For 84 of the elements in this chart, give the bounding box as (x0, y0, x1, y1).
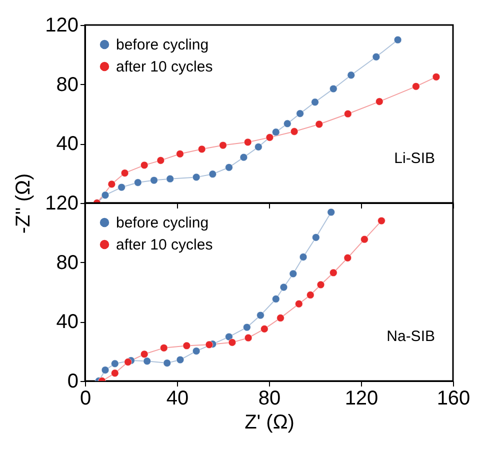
point (327, 208, 335, 216)
legend-label: before cycling (116, 36, 209, 54)
point (134, 178, 142, 186)
point (166, 174, 174, 183)
point (225, 332, 233, 341)
point (330, 268, 338, 277)
legend-label: after 10 cycles (116, 58, 213, 76)
annotation: Li-SIB (394, 150, 435, 167)
x-tick-label: 40 (166, 388, 189, 410)
point (272, 295, 280, 303)
point (280, 283, 288, 292)
point (412, 82, 420, 90)
point (312, 234, 320, 242)
point (372, 53, 380, 61)
point (290, 128, 298, 136)
y-tick-label: 40 (56, 133, 78, 156)
x-axis-title: Z' (Ω) (244, 412, 294, 434)
y-tick-label: 80 (56, 252, 78, 274)
point (394, 36, 402, 44)
point (347, 71, 355, 79)
point (101, 366, 110, 374)
point (118, 183, 126, 192)
x-tick-label: 120 (344, 388, 378, 410)
point (176, 150, 184, 158)
point (289, 270, 298, 278)
point (111, 369, 119, 377)
point (143, 357, 151, 365)
point (244, 334, 252, 342)
point (192, 347, 200, 355)
point (330, 84, 338, 93)
point (219, 141, 227, 150)
point (192, 173, 200, 182)
point (260, 325, 268, 333)
annotation: Na-SIB (386, 328, 435, 345)
y-tick-label: 40 (56, 311, 78, 334)
point (276, 314, 284, 322)
x-tick-label: 80 (258, 388, 281, 410)
x-tick-label: 160 (436, 388, 470, 410)
point (360, 235, 368, 244)
point (163, 359, 171, 367)
point (140, 350, 148, 358)
point (160, 344, 168, 352)
y-tick-label: 0 (67, 370, 78, 392)
point (266, 134, 274, 142)
point (240, 153, 248, 162)
point (306, 291, 314, 299)
point (176, 356, 184, 364)
point (140, 161, 148, 170)
point (376, 98, 384, 106)
point (205, 340, 214, 349)
y-tick-label: 120 (45, 14, 78, 36)
point (432, 73, 440, 81)
point (225, 164, 233, 172)
point (120, 169, 129, 177)
point (208, 170, 217, 178)
point (150, 176, 158, 184)
legend-label: before cycling (116, 214, 209, 232)
point (111, 360, 119, 368)
point (256, 311, 264, 320)
point (254, 143, 262, 151)
point (299, 253, 308, 261)
point (244, 138, 252, 146)
point (156, 156, 165, 164)
point (228, 338, 236, 346)
point (311, 98, 319, 106)
point (344, 110, 352, 118)
y-tick-label: 120 (45, 192, 78, 214)
point (315, 120, 323, 128)
y-tick-label: 80 (56, 74, 78, 96)
point (182, 342, 191, 350)
point (316, 280, 325, 289)
point (378, 216, 386, 225)
point (344, 254, 352, 262)
point (124, 358, 132, 366)
point (101, 191, 110, 199)
point (198, 145, 206, 154)
point (272, 128, 280, 136)
point (108, 180, 116, 188)
legend-label: after 10 cycles (116, 236, 213, 254)
point (243, 323, 251, 332)
point (295, 300, 303, 308)
point (284, 120, 292, 128)
y-axis-title: -Z'' (Ω) (12, 173, 34, 234)
point (296, 110, 304, 118)
